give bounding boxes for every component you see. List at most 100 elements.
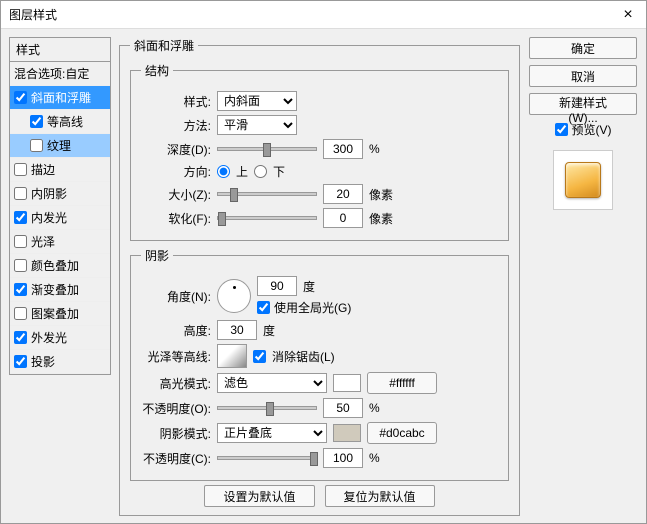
style-item[interactable]: 等高线: [10, 110, 110, 134]
style-checkbox[interactable]: [14, 307, 27, 320]
new-style-button[interactable]: 新建样式(W)...: [529, 93, 637, 115]
altitude-unit: 度: [263, 322, 275, 339]
highlight-opacity-label: 不透明度(O):: [141, 400, 211, 417]
style-checkbox[interactable]: [14, 163, 27, 176]
antialias-checkbox[interactable]: [253, 350, 266, 363]
titlebar: 图层样式 ×: [1, 1, 646, 29]
styles-header: 样式: [9, 37, 111, 62]
size-input[interactable]: [323, 184, 363, 204]
style-checkbox[interactable]: [14, 235, 27, 248]
style-checkbox[interactable]: [14, 187, 27, 200]
structure-legend: 结构: [141, 62, 173, 79]
style-label: 样式:: [141, 93, 211, 110]
method-select[interactable]: 平滑: [217, 115, 297, 135]
style-item[interactable]: 颜色叠加: [10, 254, 110, 278]
shadow-opacity-label: 不透明度(C):: [141, 450, 211, 467]
shadow-opacity-slider[interactable]: [217, 456, 317, 460]
soften-slider[interactable]: [217, 216, 317, 220]
depth-unit: %: [369, 142, 380, 156]
styles-list: 混合选项:自定 斜面和浮雕等高线纹理描边内阴影内发光光泽颜色叠加渐变叠加图案叠加…: [9, 62, 111, 375]
style-item[interactable]: 外发光: [10, 326, 110, 350]
style-checkbox[interactable]: [30, 115, 43, 128]
style-item-label: 投影: [31, 353, 55, 370]
style-item[interactable]: 图案叠加: [10, 302, 110, 326]
style-item[interactable]: 内阴影: [10, 182, 110, 206]
style-item-label: 描边: [31, 161, 55, 178]
style-item[interactable]: 纹理: [10, 134, 110, 158]
styles-panel: 样式 混合选项:自定 斜面和浮雕等高线纹理描边内阴影内发光光泽颜色叠加渐变叠加图…: [9, 37, 111, 515]
antialias-label: 消除锯齿(L): [272, 348, 335, 365]
style-item-label: 图案叠加: [31, 305, 79, 322]
depth-slider[interactable]: [217, 147, 317, 151]
highlight-opacity-input[interactable]: [323, 398, 363, 418]
reset-default-button[interactable]: 复位为默认值: [325, 485, 435, 507]
style-checkbox[interactable]: [14, 91, 27, 104]
style-item-label: 斜面和浮雕: [31, 89, 91, 106]
shading-group: 阴影 角度(N): 度 使用全局光(G) 高度:度 光泽等高线:消除锯齿(L) …: [130, 247, 509, 481]
style-select[interactable]: 内斜面: [217, 91, 297, 111]
depth-label: 深度(D):: [141, 141, 211, 158]
highlight-color-swatch[interactable]: [333, 374, 361, 392]
style-checkbox[interactable]: [30, 139, 43, 152]
method-label: 方法:: [141, 117, 211, 134]
style-checkbox[interactable]: [14, 259, 27, 272]
angle-wheel[interactable]: [217, 279, 251, 313]
bevel-group: 斜面和浮雕 结构 样式:内斜面 方法:平滑 深度(D):% 方向:上下 大小(Z…: [119, 37, 520, 516]
style-item[interactable]: 内发光: [10, 206, 110, 230]
shadow-color-swatch[interactable]: [333, 424, 361, 442]
direction-up-label: 上: [236, 163, 248, 180]
style-checkbox[interactable]: [14, 355, 27, 368]
gloss-label: 光泽等高线:: [141, 348, 211, 365]
shadow-color-button[interactable]: #d0cabc: [367, 422, 437, 444]
style-checkbox[interactable]: [14, 331, 27, 344]
soften-unit: 像素: [369, 210, 393, 227]
blend-options[interactable]: 混合选项:自定: [10, 62, 110, 86]
cancel-button[interactable]: 取消: [529, 65, 637, 87]
angle-input[interactable]: [257, 276, 297, 296]
direction-down-label: 下: [273, 163, 285, 180]
gloss-contour[interactable]: [217, 344, 247, 368]
preview-checkbox[interactable]: [555, 123, 568, 136]
close-icon[interactable]: ×: [618, 1, 638, 29]
style-checkbox[interactable]: [14, 283, 27, 296]
depth-input[interactable]: [323, 139, 363, 159]
direction-up-radio[interactable]: [217, 165, 230, 178]
dialog-title: 图层样式: [9, 1, 57, 29]
soften-input[interactable]: [323, 208, 363, 228]
angle-label: 角度(N):: [141, 288, 211, 305]
style-item-label: 内发光: [31, 209, 67, 226]
layer-style-dialog: 图层样式 × 样式 混合选项:自定 斜面和浮雕等高线纹理描边内阴影内发光光泽颜色…: [0, 0, 647, 524]
highlight-opacity-unit: %: [369, 401, 380, 415]
shadow-opacity-unit: %: [369, 451, 380, 465]
shadow-opacity-input[interactable]: [323, 448, 363, 468]
style-item-label: 纹理: [47, 137, 71, 154]
global-light-label: 使用全局光(G): [274, 299, 351, 316]
settings-panel: 斜面和浮雕 结构 样式:内斜面 方法:平滑 深度(D):% 方向:上下 大小(Z…: [119, 37, 520, 515]
preview-icon: [565, 162, 601, 198]
style-item[interactable]: 描边: [10, 158, 110, 182]
size-label: 大小(Z):: [141, 186, 211, 203]
highlight-color-button[interactable]: #ffffff: [367, 372, 437, 394]
size-unit: 像素: [369, 186, 393, 203]
shadow-mode-label: 阴影模式:: [141, 425, 211, 442]
highlight-mode-label: 高光模式:: [141, 375, 211, 392]
bevel-legend: 斜面和浮雕: [130, 37, 198, 54]
global-light-checkbox[interactable]: [257, 301, 270, 314]
structure-group: 结构 样式:内斜面 方法:平滑 深度(D):% 方向:上下 大小(Z):像素 软…: [130, 62, 509, 241]
angle-unit: 度: [303, 278, 315, 295]
altitude-input[interactable]: [217, 320, 257, 340]
style-item[interactable]: 投影: [10, 350, 110, 374]
style-item[interactable]: 斜面和浮雕: [10, 86, 110, 110]
soften-label: 软化(F):: [141, 210, 211, 227]
make-default-button[interactable]: 设置为默认值: [204, 485, 314, 507]
style-item[interactable]: 光泽: [10, 230, 110, 254]
highlight-opacity-slider[interactable]: [217, 406, 317, 410]
shadow-mode-select[interactable]: 正片叠底: [217, 423, 327, 443]
preview-box: [553, 150, 613, 210]
ok-button[interactable]: 确定: [529, 37, 637, 59]
direction-down-radio[interactable]: [254, 165, 267, 178]
style-checkbox[interactable]: [14, 211, 27, 224]
style-item[interactable]: 渐变叠加: [10, 278, 110, 302]
highlight-mode-select[interactable]: 滤色: [217, 373, 327, 393]
size-slider[interactable]: [217, 192, 317, 196]
